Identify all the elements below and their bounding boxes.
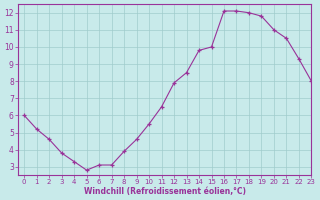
X-axis label: Windchill (Refroidissement éolien,°C): Windchill (Refroidissement éolien,°C)	[84, 187, 246, 196]
